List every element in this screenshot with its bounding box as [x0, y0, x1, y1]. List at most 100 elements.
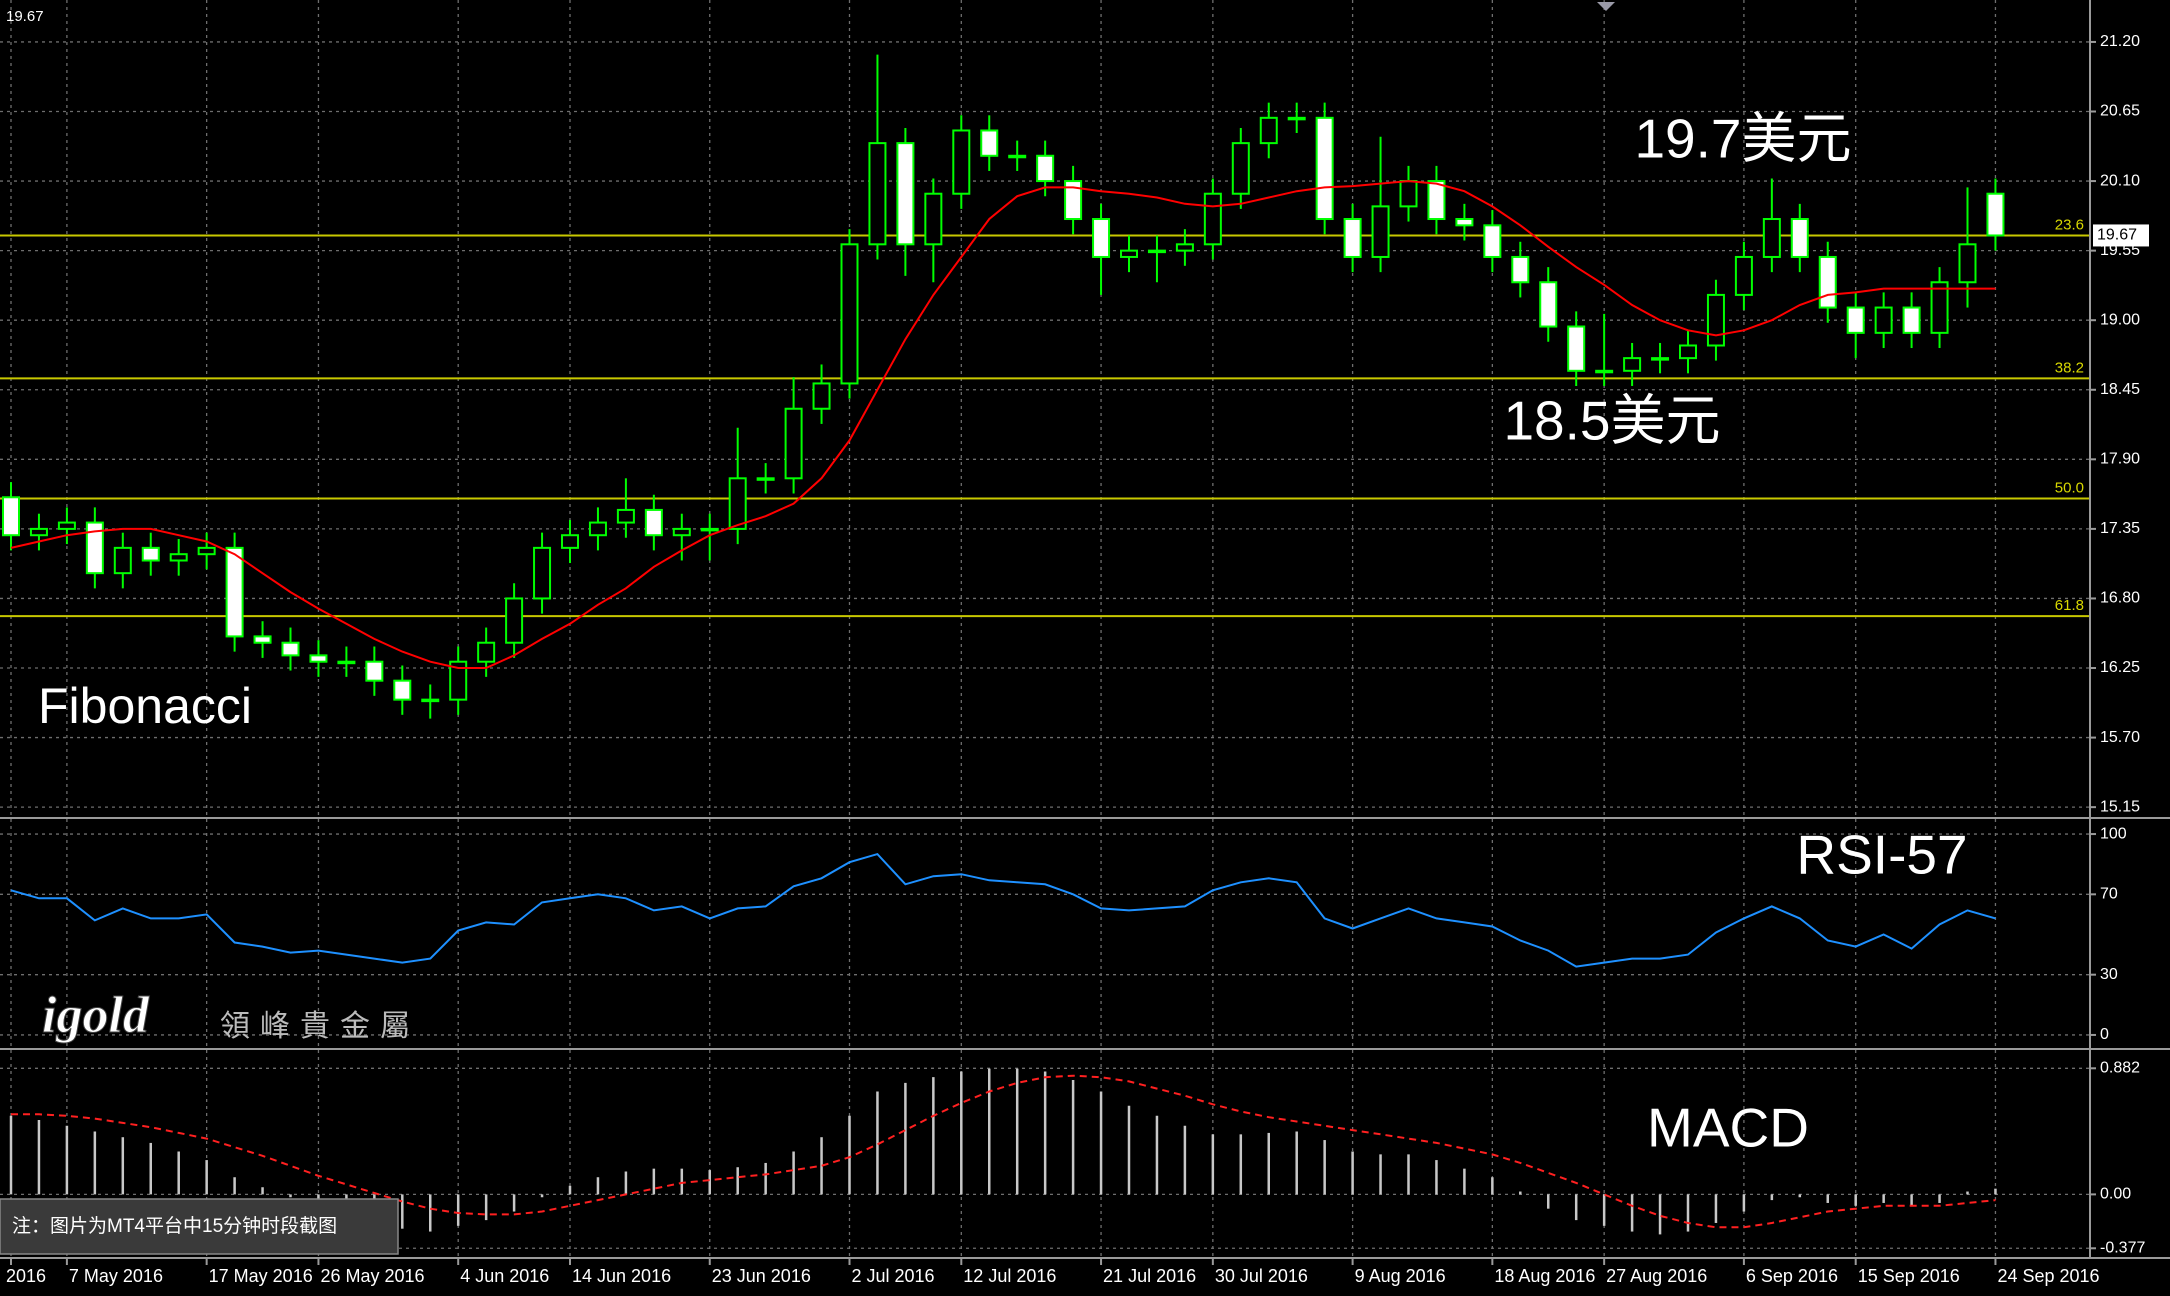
x-tick-label: 26 May 2016	[320, 1266, 424, 1286]
x-tick-label: 15 Sep 2016	[1858, 1266, 1960, 1286]
candle-body	[1762, 218, 1781, 258]
candle-body	[1511, 255, 1530, 284]
candle-body	[728, 477, 747, 530]
candle-body	[197, 546, 216, 556]
candle-body	[309, 654, 328, 663]
x-tick-label: 9 Aug 2016	[1355, 1266, 1446, 1286]
candle-body	[85, 521, 104, 575]
fib-level-label: 38.2	[2055, 359, 2084, 376]
x-tick-label: 2016	[6, 1266, 46, 1286]
candle-body	[1343, 218, 1362, 258]
candle-body	[952, 129, 971, 195]
fib-level-label: 23.6	[2055, 216, 2084, 233]
fib-level-label: 50.0	[2055, 480, 2084, 497]
y-tick-label: 21.20	[2100, 33, 2140, 50]
candle-body	[896, 142, 915, 246]
candle-body	[1287, 116, 1306, 121]
candle-body	[561, 534, 579, 549]
candle-body	[1315, 116, 1334, 221]
y-tick-label: 15.15	[2100, 798, 2140, 815]
candle-body	[281, 641, 300, 657]
candle-body	[588, 521, 607, 537]
y-tick-label: 30	[2100, 966, 2118, 983]
y-tick-label: 0.00	[2100, 1186, 2131, 1203]
candle-body	[1930, 281, 1949, 334]
y-tick-label: 17.90	[2100, 451, 2140, 468]
candle-body	[1706, 293, 1725, 347]
x-tick-label: 24 Sep 2016	[1997, 1266, 2099, 1286]
candle-body	[1455, 218, 1474, 227]
x-tick-label: 2 Jul 2016	[852, 1266, 935, 1286]
y-tick-label: -0.377	[2100, 1240, 2145, 1257]
y-tick-label: 0.882	[2100, 1060, 2140, 1077]
candle-body	[505, 597, 524, 644]
annotation: MACD	[1647, 1097, 1809, 1159]
candle-body	[784, 407, 803, 480]
candle-body	[169, 553, 188, 562]
candle-body	[1175, 243, 1194, 252]
candle-body	[1259, 116, 1278, 145]
annotation: 18.5美元	[1503, 390, 1720, 452]
candle-body	[1147, 249, 1166, 254]
candle-body	[29, 527, 48, 537]
candle-body	[1679, 344, 1697, 360]
candle-body	[1371, 205, 1390, 258]
x-tick-label: 27 Aug 2016	[1606, 1266, 1707, 1286]
candle-body	[1008, 154, 1027, 159]
price-marker: 19.67	[2097, 227, 2137, 244]
y-tick-label: 0	[2100, 1026, 2109, 1043]
candle-body	[393, 679, 412, 701]
line	[11, 1074, 1996, 1229]
candle-body	[1539, 281, 1558, 328]
candle-body	[2, 496, 20, 537]
candle-body	[57, 521, 76, 530]
candle-body	[1846, 306, 1865, 334]
line	[10, 852, 1996, 968]
y-tick-label: 20.10	[2100, 172, 2140, 189]
candle-body	[1036, 154, 1055, 183]
x-tick-label: 21 Jul 2016	[1103, 1266, 1196, 1286]
fib-level-label: 61.8	[2055, 597, 2084, 614]
candle-body	[449, 660, 468, 701]
candle-body	[225, 546, 244, 638]
candle-body	[644, 508, 663, 537]
scroll-marker	[1597, 2, 1615, 11]
y-tick-label: 16.25	[2100, 659, 2140, 676]
candle-body	[1818, 255, 1837, 309]
candle-body	[1483, 224, 1502, 258]
candle-body	[1231, 142, 1250, 195]
x-tick-label: 23 Jun 2016	[712, 1266, 811, 1286]
x-tick-label: 4 Jun 2016	[460, 1266, 549, 1286]
candle-body	[1399, 180, 1418, 208]
candle-body	[421, 698, 440, 703]
candle-body	[1986, 192, 2005, 237]
annotation: 19.7美元	[1634, 108, 1851, 170]
candle-body	[1734, 255, 1753, 296]
annotation: Fibonacci	[38, 678, 252, 734]
candle-body	[1064, 180, 1083, 221]
line	[10, 180, 1996, 669]
y-tick-label: 100	[2100, 825, 2127, 842]
y-tick-label: 15.70	[2100, 729, 2140, 746]
candle-body	[477, 641, 496, 663]
y-tick-label: 18.45	[2100, 381, 2140, 398]
candle-body	[1120, 249, 1138, 258]
logo-brand: igold	[42, 987, 150, 1044]
y-tick-label: 17.35	[2100, 520, 2140, 537]
candle-body	[365, 660, 384, 682]
candle-body	[924, 192, 943, 246]
x-tick-label: 12 Jul 2016	[963, 1266, 1056, 1286]
logo-name: 領峰貴金屬	[220, 1010, 420, 1043]
price-marker-box	[2093, 224, 2149, 247]
candle-body	[980, 129, 999, 157]
note-box	[0, 1198, 399, 1255]
candle-body	[1203, 192, 1222, 246]
candle-body	[1427, 180, 1446, 221]
y-tick-label: 19.00	[2100, 311, 2140, 328]
x-tick-label: 7 May 2016	[69, 1266, 163, 1286]
candle-body	[141, 546, 160, 562]
x-tick-label: 18 Aug 2016	[1494, 1266, 1595, 1286]
candle-body	[253, 635, 272, 644]
